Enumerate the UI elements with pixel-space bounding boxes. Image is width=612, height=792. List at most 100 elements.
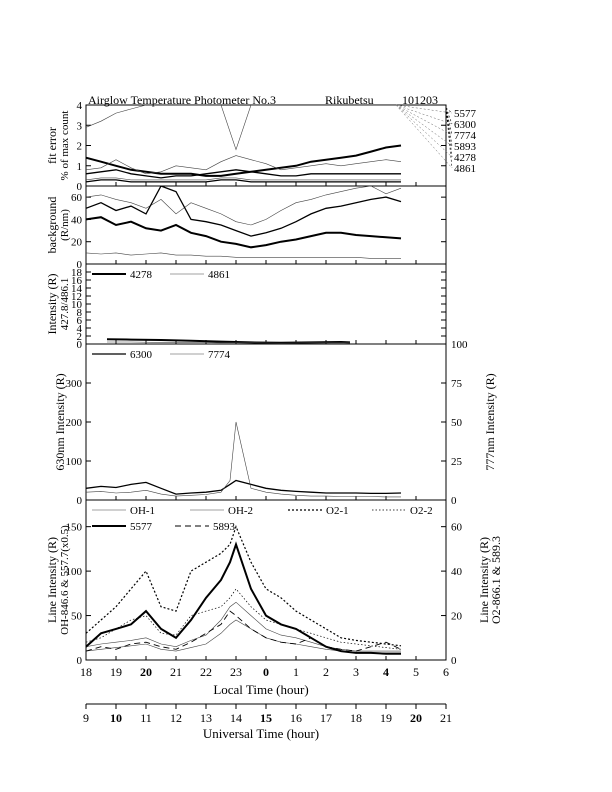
station-name: Rikubetsu	[325, 93, 374, 107]
legend-4861: 4861	[454, 163, 476, 175]
panel-background: 0 20 40 60 background (R/nm)	[45, 185, 447, 271]
series-bg4	[86, 252, 401, 259]
local-time-tick: 18	[80, 665, 92, 679]
legend-7774: 7774	[454, 130, 477, 142]
y-tick-label: 14	[71, 283, 83, 295]
series-OH-2	[86, 601, 401, 652]
local-time-tick: 2	[323, 665, 329, 679]
series-O2-2	[86, 588, 402, 650]
chart-title: Airglow Temperature Photometer No.3	[88, 93, 276, 107]
y-tick-label: 60	[71, 192, 83, 204]
y-axis-label-2: OH-846.6 & 557.7(x0.5)	[59, 525, 71, 635]
panel-fit_error: 0 1 2 3 4 fit error% of max count 557763007774…	[45, 100, 477, 193]
y-tick-label: 300	[66, 378, 83, 390]
series-5893	[86, 169, 401, 179]
universal-time-tick: 11	[140, 711, 152, 725]
y-tick-label: 12	[71, 291, 82, 303]
series-4861	[86, 177, 401, 181]
y-tick-label: 0	[77, 339, 83, 351]
legend-5577: 5577	[130, 521, 153, 533]
y-axis-label-right: Line Intensity (R)	[477, 537, 491, 623]
legend-leader	[395, 104, 453, 147]
local-time-tick: 21	[170, 665, 182, 679]
series-OH-1	[86, 619, 401, 654]
local-time-tick: 5	[413, 665, 419, 679]
local-time-tick: 19	[110, 665, 122, 679]
legend-leader	[395, 104, 453, 136]
series-bg1	[86, 186, 402, 226]
y-tick-label: 6	[77, 315, 83, 327]
universal-time-tick: 18	[350, 711, 362, 725]
local-time-tick: 4	[383, 665, 389, 679]
legend-O2-1: O2-1	[326, 505, 349, 517]
legend-leader	[445, 107, 453, 169]
legend-leader	[445, 107, 453, 114]
y-axis-label-2: % of max count	[59, 111, 71, 181]
y-tick-label: 100	[66, 456, 83, 468]
y-tick-label: 4	[77, 100, 83, 112]
y-tick-label: 200	[66, 417, 83, 429]
y-tick-label-right: 0	[451, 495, 457, 507]
series-5893	[86, 610, 402, 652]
legend-leader	[395, 104, 453, 158]
local-time-tick: 22	[200, 665, 212, 679]
legend-5577: 5577	[454, 108, 477, 120]
legend-5893: 5893	[454, 141, 477, 153]
y-tick-label-right: 0	[451, 655, 457, 667]
universal-time-label: Universal Time (hour)	[203, 726, 319, 741]
series-O2-1	[86, 525, 402, 647]
panel-frame	[85, 343, 447, 501]
series-7774	[86, 421, 401, 498]
y-tick-label: 3	[77, 120, 83, 132]
legend-O2-2: O2-2	[410, 505, 433, 517]
universal-time-tick: 10	[110, 711, 122, 725]
legend-leader	[445, 107, 453, 125]
y-tick-label: 4	[77, 323, 83, 335]
legend-5893: 5893	[213, 521, 236, 533]
y-axis-label: Intensity (R)	[45, 274, 59, 335]
series-5577	[86, 541, 401, 655]
local-time-tick: 23	[230, 665, 242, 679]
local-time-tick: 1	[293, 665, 299, 679]
y-tick-label: 2	[77, 331, 83, 343]
y-tick-label: 150	[66, 522, 83, 534]
y-tick-label: 8	[77, 307, 83, 319]
universal-time-tick: 13	[200, 711, 212, 725]
y-tick-label: 2	[77, 141, 83, 153]
y-axis-label-right-2: O2-866.1 & 589.3	[489, 536, 503, 624]
series-4278	[106, 338, 351, 344]
title-group: Airglow Temperature Photometer No.3 Riku…	[88, 93, 438, 107]
series-bg2	[86, 186, 402, 237]
universal-time-tick: 15	[260, 711, 272, 725]
legend-7774: 7774	[208, 349, 231, 361]
local-time-tick: 6	[443, 665, 449, 679]
series-7774	[86, 155, 402, 175]
y-tick-label: 20	[71, 237, 83, 249]
local-time-tick: 20	[140, 665, 152, 679]
legend-OH-1: OH-1	[130, 505, 155, 517]
y-tick-label: 1	[77, 161, 83, 173]
legend-leader	[395, 104, 453, 114]
y-tick-label: 16	[71, 275, 83, 287]
legend-4861: 4861	[208, 269, 230, 281]
series-4278	[86, 179, 401, 183]
y-tick-label: 0	[77, 495, 83, 507]
y-tick-label-right: 50	[451, 417, 463, 429]
legend-OH-2: OH-2	[228, 505, 253, 517]
universal-time-tick: 21	[440, 711, 452, 725]
y-tick-label-right: 25	[451, 456, 463, 468]
series-bg3	[86, 216, 402, 249]
y-tick-label: 10	[71, 299, 83, 311]
y-tick-label: 40	[71, 214, 83, 226]
legend-4278: 4278	[130, 269, 153, 281]
y-tick-label-right: 75	[451, 378, 463, 390]
universal-time-tick: 19	[380, 711, 392, 725]
y-tick-label: 18	[71, 267, 83, 279]
universal-time-tick: 20	[410, 711, 422, 725]
